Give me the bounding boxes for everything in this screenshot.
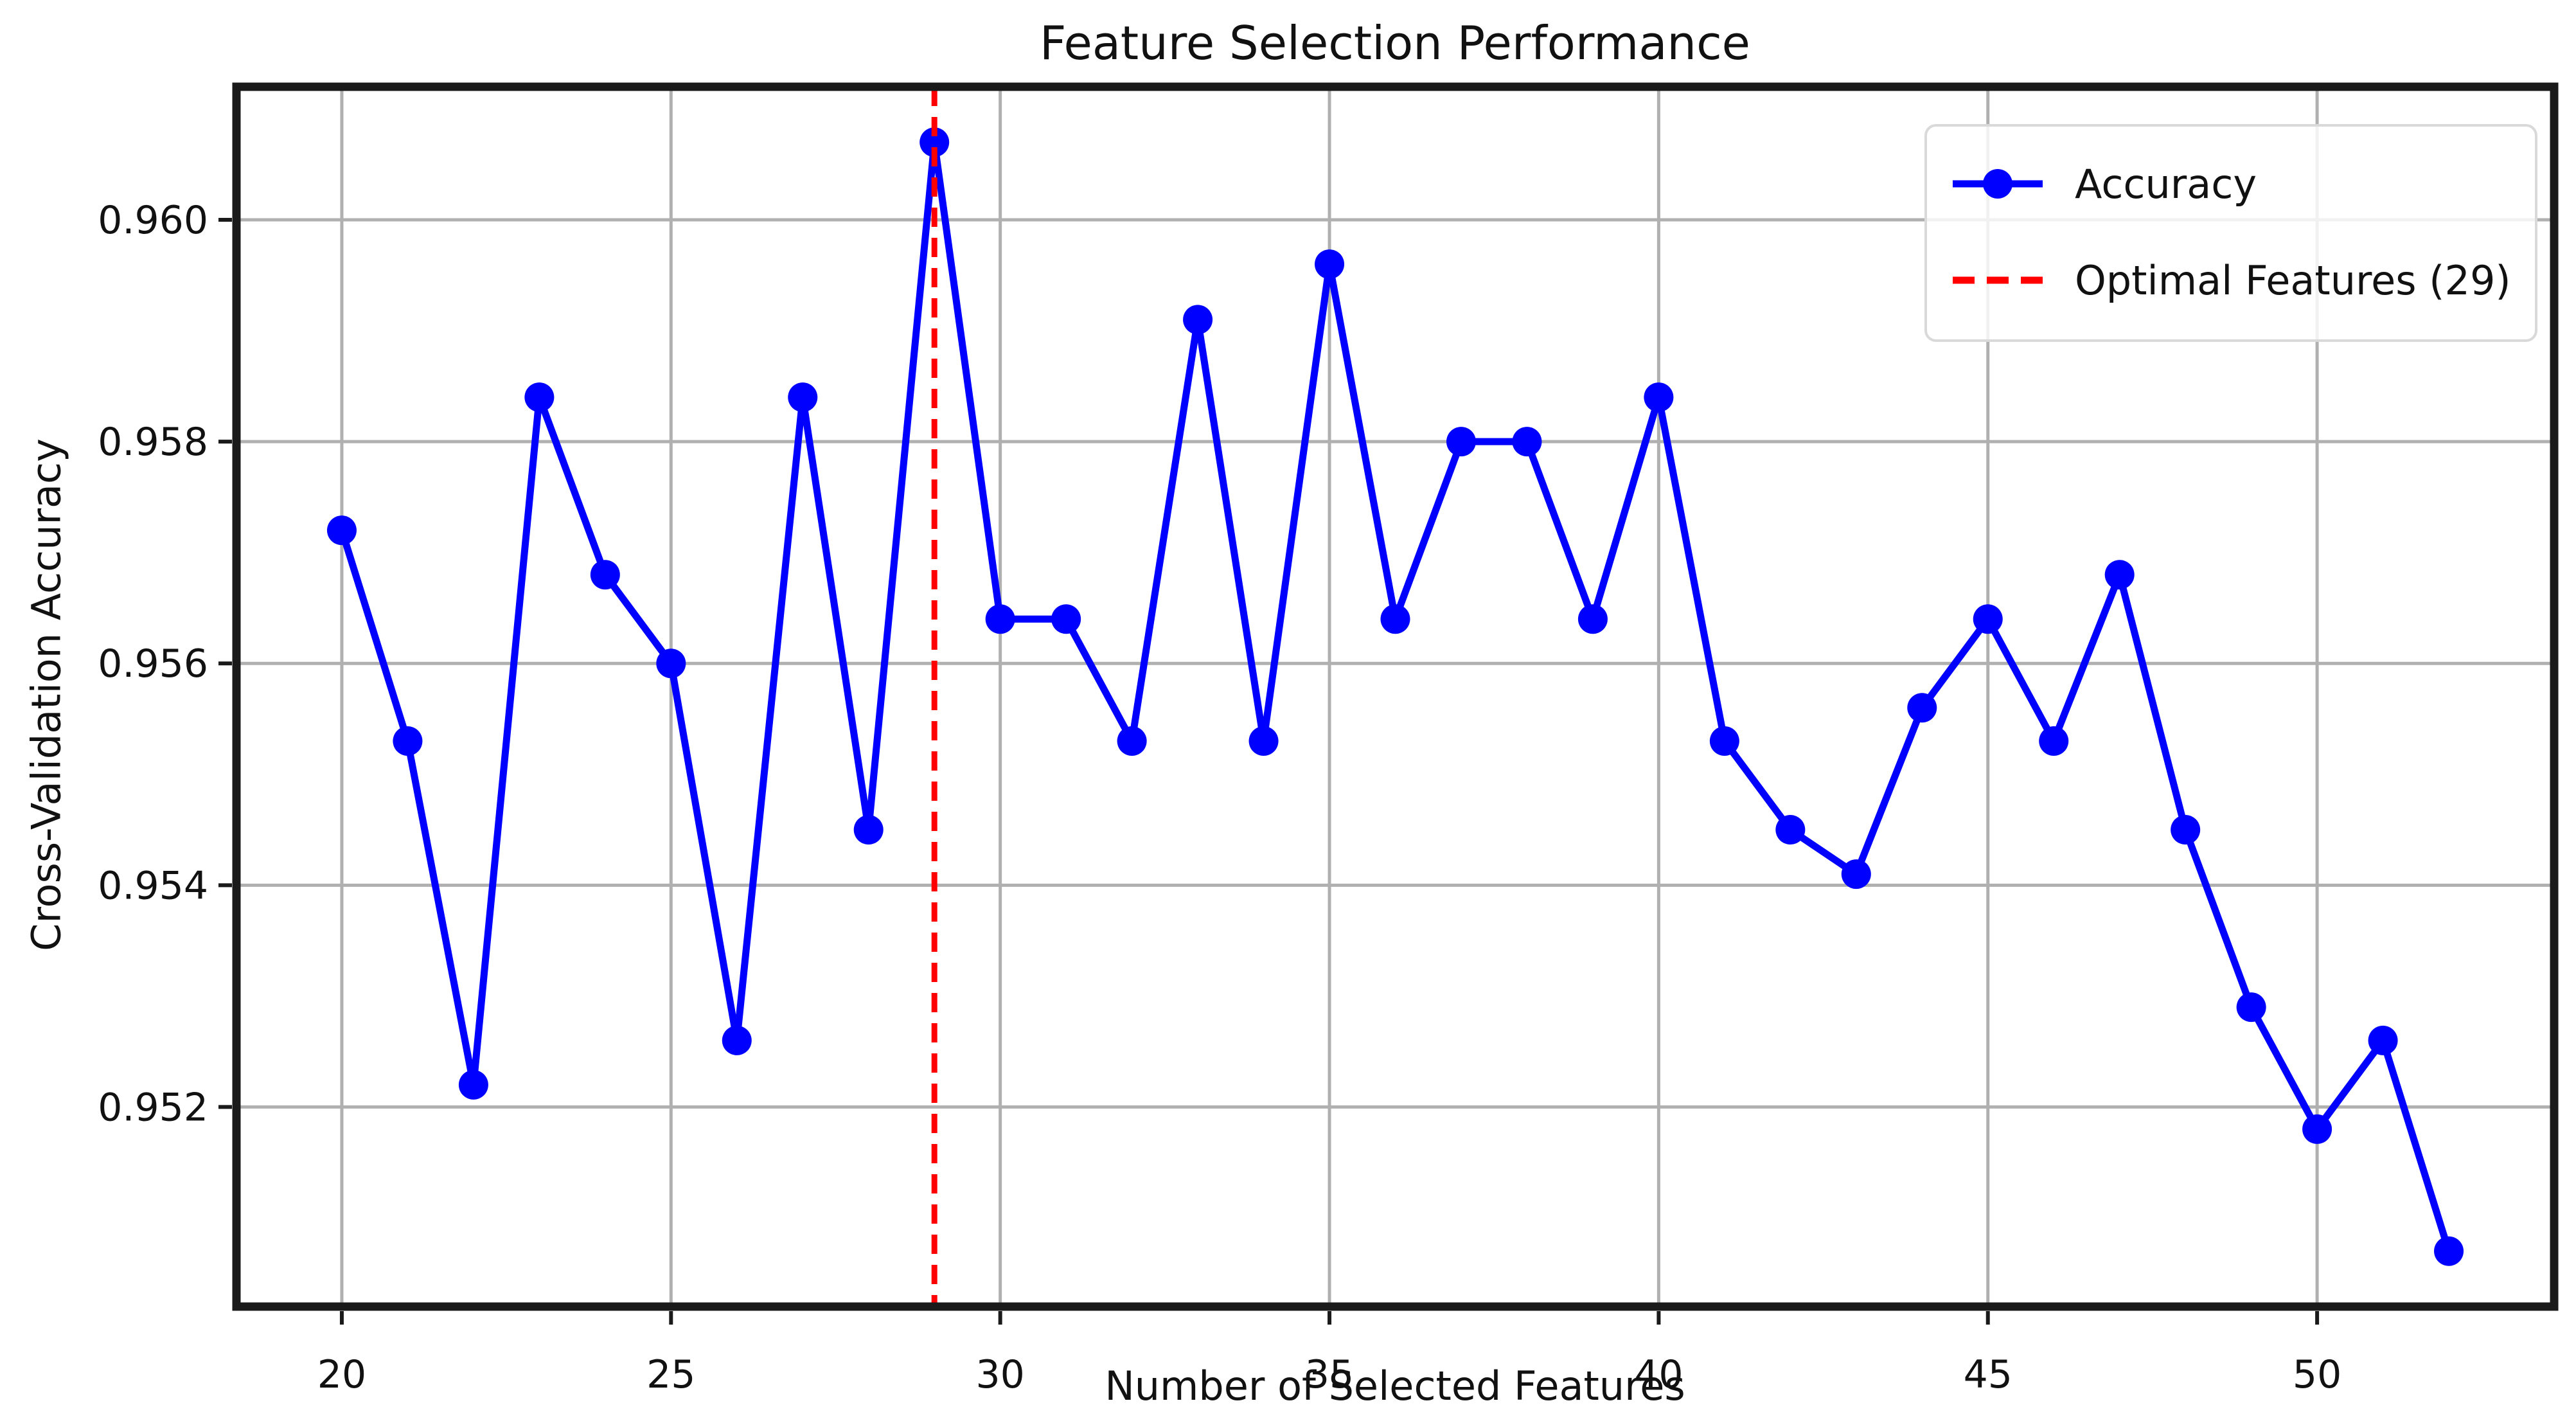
accuracy-line-icon [1953, 169, 2043, 199]
data-point-29 [919, 127, 950, 157]
y-tick-label-0.96: 0.960 [98, 198, 208, 243]
data-point-30 [985, 604, 1015, 634]
data-point-25 [656, 648, 686, 679]
x-tick-label-25: 25 [646, 1352, 695, 1397]
data-point-23 [524, 382, 555, 413]
axes-spine [232, 82, 2559, 1311]
data-point-28 [853, 815, 884, 845]
x-axis-label: Number of Selected Features [1105, 1363, 1685, 1409]
data-point-41 [1709, 726, 1739, 756]
data-point-32 [1117, 726, 1147, 756]
dashed-line-icon [1953, 276, 2043, 284]
data-point-48 [2171, 815, 2201, 845]
data-point-33 [1183, 305, 1213, 335]
data-point-47 [2104, 560, 2135, 590]
legend-item-optimal-features: Optimal Features (29) [1953, 242, 2512, 318]
data-point-34 [1248, 726, 1279, 756]
x-tick-label-50: 50 [2293, 1352, 2341, 1397]
data-point-35 [1315, 249, 1345, 280]
legend: Accuracy Optimal Features (29) [1924, 124, 2537, 342]
data-point-44 [1907, 693, 1937, 723]
x-tick-label-30: 30 [975, 1352, 1024, 1397]
data-point-46 [2039, 726, 2069, 756]
x-tick-label-40: 40 [1634, 1352, 1683, 1397]
legend-label-accuracy: Accuracy [2075, 160, 2257, 208]
y-tick-label-0.956: 0.956 [98, 641, 208, 686]
data-point-45 [1973, 604, 2003, 634]
data-point-36 [1380, 604, 1410, 634]
data-point-20 [326, 515, 357, 546]
legend-item-accuracy: Accuracy [1953, 146, 2512, 222]
data-point-24 [590, 560, 620, 590]
data-point-37 [1446, 427, 1476, 457]
data-point-31 [1051, 604, 1081, 634]
data-point-51 [2368, 1025, 2398, 1055]
data-point-52 [2434, 1236, 2464, 1266]
data-point-42 [1775, 815, 1806, 845]
data-point-43 [1841, 859, 1871, 889]
data-point-39 [1577, 604, 1608, 634]
y-axis-label: Cross-Validation Accuracy [22, 438, 70, 951]
legend-label-optimal-features: Optimal Features (29) [2075, 256, 2511, 304]
y-tick-label-0.952: 0.952 [98, 1085, 208, 1130]
chart-title: Feature Selection Performance [1040, 16, 1750, 70]
data-point-21 [393, 726, 423, 756]
data-point-38 [1512, 427, 1542, 457]
x-tick-label-45: 45 [1964, 1352, 2012, 1397]
x-tick-label-20: 20 [317, 1352, 366, 1397]
y-tick-label-0.954: 0.954 [98, 863, 208, 908]
data-point-49 [2236, 992, 2266, 1023]
data-point-22 [458, 1069, 488, 1100]
data-point-40 [1644, 382, 1674, 413]
x-tick-label-35: 35 [1305, 1352, 1354, 1397]
data-point-27 [788, 382, 818, 413]
y-tick-label-0.958: 0.958 [98, 420, 208, 465]
data-point-26 [722, 1025, 752, 1055]
data-point-50 [2302, 1114, 2332, 1144]
